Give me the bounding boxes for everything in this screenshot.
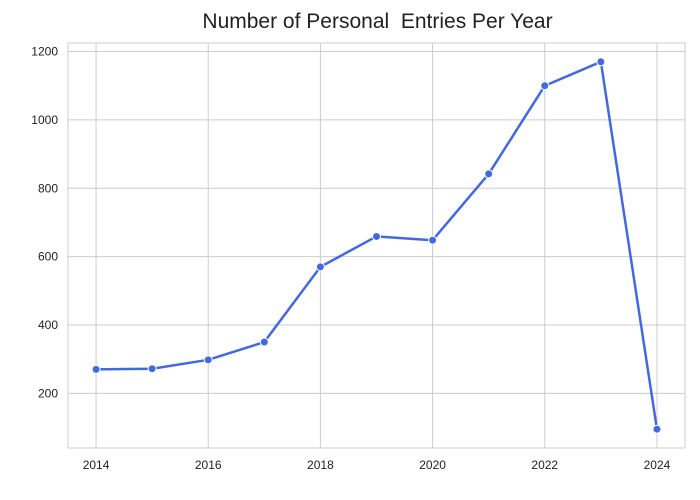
plot-frame	[67, 42, 686, 449]
data-point	[259, 337, 269, 347]
data-point	[91, 364, 101, 374]
data-point	[203, 355, 213, 365]
x-axis-ticks: 2014 2016 2018 2020 2022 2024	[83, 458, 671, 472]
data-point	[652, 424, 662, 434]
y-tick-label: 800	[38, 181, 58, 195]
y-tick-label: 200	[38, 386, 58, 400]
x-tick-label: 2022	[531, 458, 558, 472]
x-tick-label: 2020	[419, 458, 446, 472]
x-tick-label: 2018	[307, 458, 334, 472]
grid	[68, 43, 685, 448]
y-tick-label: 400	[38, 318, 58, 332]
data-point	[540, 81, 550, 91]
series-line	[94, 60, 659, 431]
x-tick-label: 2024	[644, 458, 671, 472]
x-tick-label: 2016	[195, 458, 222, 472]
series	[91, 57, 662, 434]
data-point	[484, 169, 494, 179]
data-point	[372, 231, 381, 241]
y-tick-label: 1000	[31, 113, 58, 127]
chart-title: Number of Personal Entries Per Year	[202, 10, 553, 33]
data-point	[428, 235, 438, 245]
data-point	[147, 364, 157, 374]
data-point	[596, 57, 606, 67]
data-point	[315, 262, 325, 272]
y-tick-label: 1200	[31, 45, 58, 59]
x-tick-label: 2014	[83, 458, 110, 472]
y-axis-ticks: 200 400 600 800 1000 1200	[31, 45, 58, 401]
y-tick-label: 600	[38, 250, 58, 264]
